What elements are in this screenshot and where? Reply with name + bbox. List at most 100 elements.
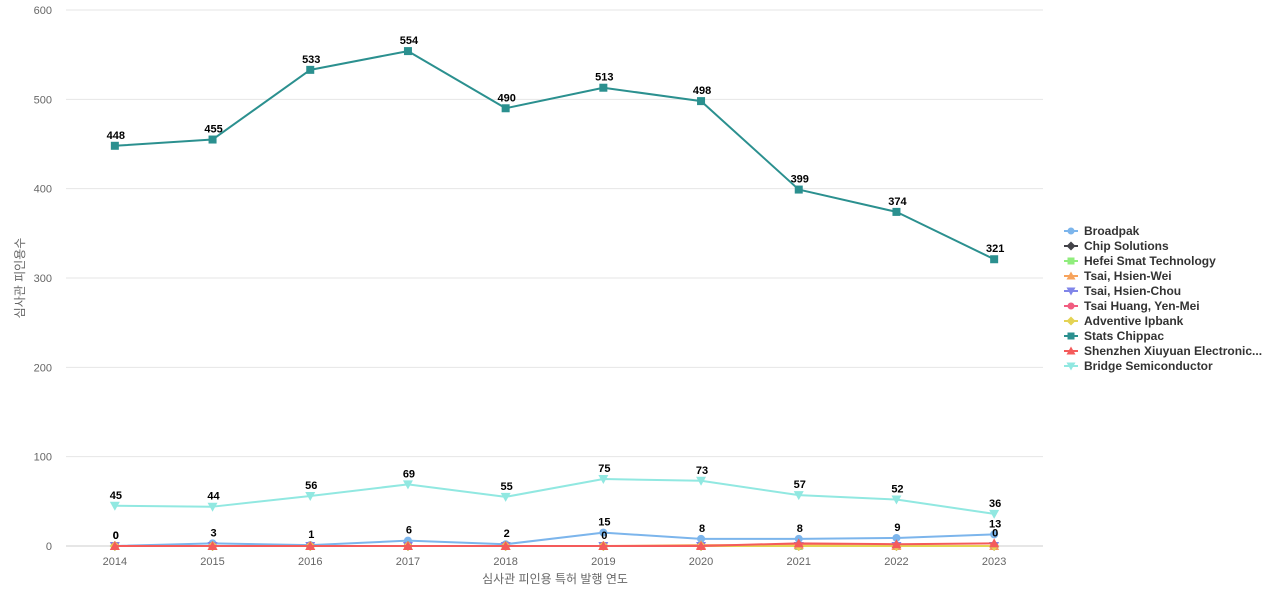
legend-label: Hefei Smat Technology bbox=[1084, 254, 1216, 268]
y-axis-title: 심사관 피인용수 bbox=[13, 238, 27, 319]
legend-label: Broadpak bbox=[1084, 224, 1140, 238]
legend-item[interactable]: Tsai Huang, Yen-Mei bbox=[1064, 299, 1200, 313]
y-tick-label: 300 bbox=[34, 273, 52, 285]
legend-item[interactable]: Bridge Semiconductor bbox=[1064, 359, 1213, 373]
data-label: 554 bbox=[400, 35, 419, 47]
y-tick-label: 0 bbox=[46, 541, 52, 553]
data-label: 498 bbox=[693, 85, 711, 97]
data-label: 8 bbox=[699, 523, 705, 535]
data-point bbox=[599, 83, 608, 92]
legend-label: Chip Solutions bbox=[1084, 239, 1169, 253]
data-label: 399 bbox=[791, 174, 809, 186]
legend-symbol bbox=[1067, 332, 1075, 340]
legend-label: Stats Chippac bbox=[1084, 329, 1164, 343]
data-point bbox=[892, 207, 901, 216]
legend-item[interactable]: Broadpak bbox=[1064, 224, 1140, 238]
legend-item[interactable]: Shenzhen Xiuyuan Electronic... bbox=[1064, 344, 1262, 358]
series-line bbox=[114, 542, 995, 547]
series-lines bbox=[109, 47, 1000, 551]
data-point bbox=[989, 509, 1000, 519]
x-tick-label: 2017 bbox=[396, 556, 420, 568]
legend-item[interactable]: Tsai, Hsien-Wei bbox=[1064, 269, 1172, 283]
x-axis-title: 심사관 피인용 특허 발행 연도 bbox=[482, 571, 628, 586]
legend-item[interactable]: Adventive Ipbank bbox=[1064, 314, 1184, 328]
data-point bbox=[696, 476, 707, 486]
data-point bbox=[501, 104, 510, 113]
legend-item[interactable]: Stats Chippac bbox=[1064, 329, 1164, 343]
legend-symbol bbox=[1066, 346, 1076, 355]
data-label: 8 bbox=[797, 523, 803, 535]
legend-label: Adventive Ipbank bbox=[1084, 314, 1184, 328]
data-point bbox=[598, 475, 609, 484]
series-group bbox=[109, 538, 1000, 550]
data-labels: 0 3 1 6 2 15 8 8 9 13 448 455 533 554 490 513 498 399 374 3… bbox=[107, 35, 1005, 542]
data-point bbox=[598, 541, 609, 550]
data-label: 0 bbox=[113, 530, 119, 542]
data-label: 15 bbox=[598, 517, 610, 529]
data-point bbox=[696, 541, 707, 550]
data-point bbox=[109, 501, 120, 511]
grid-lines bbox=[66, 9, 1043, 547]
legend-symbol bbox=[1066, 271, 1076, 280]
legend-label: Bridge Semiconductor bbox=[1084, 359, 1213, 373]
data-label: 448 bbox=[107, 130, 125, 142]
data-point bbox=[891, 539, 902, 549]
data-point bbox=[402, 541, 413, 550]
x-tick-label: 2019 bbox=[591, 556, 615, 568]
x-tick-label: 2022 bbox=[884, 556, 908, 568]
legend-label: Tsai Huang, Yen-Mei bbox=[1084, 299, 1200, 313]
data-point bbox=[599, 528, 608, 537]
data-label: 513 bbox=[595, 72, 613, 84]
data-point bbox=[793, 491, 804, 501]
data-point bbox=[990, 530, 999, 539]
legend-item[interactable]: Hefei Smat Technology bbox=[1064, 254, 1216, 268]
series-group bbox=[109, 475, 1000, 519]
data-point bbox=[892, 533, 901, 542]
legend-symbol bbox=[1066, 362, 1076, 371]
legend-label: Shenzhen Xiuyuan Electronic... bbox=[1084, 344, 1262, 358]
legend-label: Tsai, Hsien-Chou bbox=[1084, 284, 1181, 298]
data-point bbox=[697, 534, 706, 543]
data-label: 69 bbox=[403, 468, 415, 480]
x-tick-label: 2020 bbox=[689, 556, 713, 568]
x-tick-label: 2018 bbox=[493, 556, 517, 568]
data-point bbox=[208, 135, 217, 144]
legend-symbol bbox=[1066, 287, 1076, 296]
data-point bbox=[891, 495, 902, 505]
data-label: 75 bbox=[598, 463, 610, 475]
legend-symbol bbox=[1066, 316, 1076, 326]
x-tick-label: 2023 bbox=[982, 556, 1006, 568]
data-label: 52 bbox=[891, 484, 903, 496]
data-point bbox=[402, 480, 413, 490]
data-point bbox=[109, 541, 120, 550]
legend-symbol bbox=[1067, 227, 1075, 235]
data-point bbox=[500, 492, 511, 502]
data-label: 490 bbox=[497, 92, 515, 104]
data-label: 44 bbox=[207, 491, 220, 503]
x-tick-label: 2016 bbox=[298, 556, 322, 568]
legend-symbol bbox=[1067, 257, 1075, 265]
x-tick-label: 2014 bbox=[103, 556, 127, 568]
data-point bbox=[403, 47, 412, 56]
data-point bbox=[207, 541, 218, 550]
data-label: 36 bbox=[989, 498, 1001, 510]
y-tick-label: 400 bbox=[34, 184, 52, 196]
legend-label: Tsai, Hsien-Wei bbox=[1084, 269, 1172, 283]
data-point bbox=[989, 538, 1000, 548]
data-point bbox=[990, 255, 999, 264]
y-tick-label: 600 bbox=[34, 5, 52, 17]
legend-item[interactable]: Tsai, Hsien-Chou bbox=[1064, 284, 1181, 298]
data-label: 9 bbox=[894, 522, 900, 534]
data-point bbox=[697, 97, 706, 106]
data-label: 374 bbox=[888, 196, 907, 208]
data-label: 6 bbox=[406, 525, 412, 537]
data-label: 455 bbox=[204, 124, 222, 136]
data-label: 0 bbox=[992, 527, 998, 539]
legend-item[interactable]: Chip Solutions bbox=[1064, 239, 1169, 253]
series-line bbox=[114, 478, 995, 515]
y-tick-label: 200 bbox=[34, 362, 52, 374]
legend-symbol bbox=[1066, 241, 1076, 251]
